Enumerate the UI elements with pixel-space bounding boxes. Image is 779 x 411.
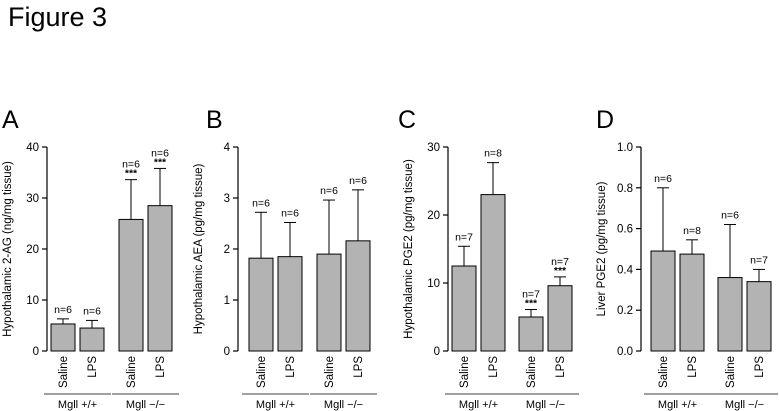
- panel-d-group-label: Mgll +/+: [658, 399, 697, 411]
- panel-a-bar: [50, 323, 76, 352]
- panel-c-y-axis-title: Hypothalamic PGE2 (pg/mg tissue): [403, 159, 415, 339]
- panel-a-group-label: Mgll +/+: [58, 399, 97, 411]
- panel-d-bar: [746, 281, 772, 352]
- panel-c-n-label: n=7: [551, 256, 569, 268]
- panel-a-bar: [118, 218, 144, 352]
- panel-b-bar: [345, 240, 371, 352]
- panel-c-label: C: [398, 106, 416, 134]
- figure-title: Figure 3: [8, 2, 108, 32]
- panel-d-n-label: n=7: [750, 254, 768, 266]
- panel-a-y-tick-label: 20: [26, 244, 39, 256]
- panel-d-n-label: n=6: [654, 173, 672, 185]
- panel-c-n-label: n=7: [455, 231, 473, 243]
- panel-b-category-label: LPS: [353, 356, 365, 378]
- panel-a-category-label: Saline: [58, 356, 70, 388]
- panel-b-bar: [277, 256, 303, 352]
- panel-c-bar: [518, 316, 544, 352]
- panel-d-y-axis-title: Liver PGE2 (pg/mg tissue): [596, 181, 608, 316]
- panel-d-category-label: Saline: [725, 356, 737, 388]
- panel-c-bar: [451, 265, 477, 352]
- panel-c-group-label: Mgll −/−: [526, 399, 565, 411]
- panel-b-group-label: Mgll −/−: [324, 399, 363, 411]
- panel-b-y-axis-title: Hypothalamic AEA (pg/mg tissue): [193, 164, 205, 335]
- panel-b-y-tick-label: 0: [224, 346, 230, 358]
- panel-c-y-tick-label: 0: [434, 346, 440, 358]
- panel-c-bar: [547, 285, 573, 352]
- panel-c-y-tick-label: 20: [427, 210, 440, 222]
- panel-a-category-label: LPS: [155, 356, 167, 378]
- panel-c-significance: ***: [525, 298, 538, 310]
- panel-b-n-label: n=6: [320, 185, 338, 197]
- panel-b-y-tick-label: 2: [224, 244, 230, 256]
- panel-a-group-label: Mgll −/−: [126, 399, 165, 411]
- panel-d-bar: [717, 277, 743, 352]
- panel-a-y-tick-label: 0: [33, 346, 39, 358]
- panel-a-y-tick-label: 30: [26, 193, 39, 205]
- panel-c-category-label: Saline: [459, 356, 471, 388]
- panel-d-n-label: n=8: [683, 225, 701, 237]
- panel-d-category-label: LPS: [687, 356, 699, 378]
- panel-b-n-label: n=6: [281, 207, 299, 219]
- panel-a-n-label: n=6: [151, 147, 169, 159]
- panel-c-n-label: n=7: [522, 289, 540, 301]
- panel-d-y-tick-label: 1.0: [617, 142, 633, 154]
- panel-d-bar: [679, 253, 705, 352]
- panel-d-y-tick-label: 0.2: [617, 305, 633, 317]
- panel-b-y-tick-label: 4: [224, 142, 231, 154]
- panel-d-category-label: LPS: [754, 356, 766, 378]
- panel-b-n-label: n=6: [349, 175, 367, 187]
- panel-b-n-label: n=6: [252, 197, 270, 209]
- panel-b-y-tick-label: 1: [224, 295, 230, 307]
- panel-d-group-label: Mgll −/−: [725, 399, 764, 411]
- panel-d-y-tick-label: 0.4: [617, 264, 634, 276]
- panel-a-n-label: n=6: [122, 159, 140, 171]
- panel-c-category-label: Saline: [526, 356, 538, 388]
- panel-d-label: D: [596, 106, 614, 134]
- panel-a-y-tick-label: 40: [26, 142, 39, 154]
- panel-a-label: A: [2, 106, 19, 134]
- panel-c-group-label: Mgll +/+: [459, 399, 498, 411]
- panel-a-category-label: LPS: [87, 356, 99, 378]
- panel-a-n-label: n=6: [83, 305, 101, 317]
- panel-d-y-tick-label: 0.0: [617, 346, 633, 358]
- panel-c-n-label: n=8: [484, 148, 502, 160]
- panel-a-y-axis-title: Hypothalamic 2-AG (ng/mg tissue): [2, 161, 14, 337]
- panel-a-bar: [147, 205, 173, 352]
- panel-c-category-label: LPS: [555, 356, 567, 378]
- panel-b-label: B: [206, 106, 223, 134]
- panel-b-category-label: Saline: [256, 356, 268, 388]
- panel-a-significance: ***: [154, 156, 167, 168]
- panel-b-category-label: LPS: [285, 356, 297, 378]
- panel-b-y-tick-label: 3: [224, 193, 230, 205]
- panel-c-bar: [480, 194, 506, 352]
- panel-c-significance: ***: [554, 265, 567, 277]
- panel-c-y-tick-label: 10: [427, 278, 440, 290]
- panel-a-category-label: Saline: [126, 356, 138, 388]
- panel-b-category-label: Saline: [324, 356, 336, 388]
- panel-c-y-tick-label: 30: [427, 142, 440, 154]
- panel-d-bar: [650, 250, 676, 352]
- panel-d-category-label: Saline: [658, 356, 670, 388]
- panel-d-y-tick-label: 0.6: [617, 224, 633, 236]
- panel-b-bar: [248, 257, 274, 352]
- panel-b-group-label: Mgll +/+: [256, 399, 295, 411]
- panel-b-bar: [316, 253, 342, 352]
- panel-d-y-tick-label: 0.8: [617, 183, 633, 195]
- panel-a-y-tick-label: 10: [26, 295, 39, 307]
- panel-c-category-label: LPS: [488, 356, 500, 378]
- panel-a-bar: [79, 327, 105, 352]
- panel-a-significance: ***: [125, 168, 138, 180]
- panel-a-n-label: n=6: [54, 304, 72, 316]
- panel-d-n-label: n=6: [721, 210, 739, 222]
